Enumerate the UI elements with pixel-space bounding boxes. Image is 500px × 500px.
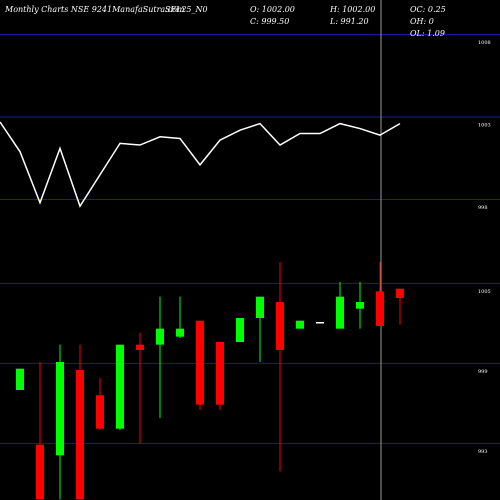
y-tick-label: 993 bbox=[478, 449, 488, 455]
y-tick-label: 998 bbox=[478, 205, 488, 211]
candle-body bbox=[296, 320, 304, 329]
candle-body bbox=[56, 362, 64, 456]
candle-body bbox=[256, 296, 264, 318]
candle-body bbox=[196, 320, 204, 405]
info: C: 999.50 bbox=[250, 17, 289, 26]
y-tick-label: 1003 bbox=[478, 122, 491, 128]
y-tick-label: 999 bbox=[478, 369, 488, 375]
info: H: 1002.00 bbox=[329, 5, 375, 14]
chart-title: Monthly Charts NSE 9241ManafaSutra.com bbox=[4, 5, 185, 14]
indicator-line bbox=[0, 121, 401, 208]
candle-body bbox=[376, 291, 384, 326]
candle-body bbox=[156, 328, 164, 345]
candle-body bbox=[236, 318, 244, 342]
info: L: 991.20 bbox=[329, 17, 369, 26]
candle-body bbox=[276, 302, 284, 350]
candle-body bbox=[16, 368, 24, 390]
y-tick-label: 1005 bbox=[478, 289, 491, 295]
candle-body bbox=[96, 395, 104, 429]
candle-body bbox=[176, 328, 184, 337]
candle-body bbox=[336, 296, 344, 329]
candle-body bbox=[36, 444, 44, 500]
candle-body bbox=[216, 342, 224, 405]
info: OL: 1.09 bbox=[410, 29, 445, 38]
candle-body bbox=[396, 288, 404, 298]
candle-body bbox=[316, 322, 324, 324]
candle-body bbox=[116, 344, 124, 429]
info: OC: 0.25 bbox=[410, 5, 446, 14]
candle-body bbox=[356, 302, 364, 309]
candle-body bbox=[76, 370, 84, 500]
y-tick-label: 1008 bbox=[478, 40, 491, 46]
info: OH: 0 bbox=[410, 17, 434, 26]
info: O: 1002.00 bbox=[250, 5, 295, 14]
symbol: SFL25_N0 bbox=[165, 5, 208, 14]
candle-body bbox=[136, 344, 144, 350]
